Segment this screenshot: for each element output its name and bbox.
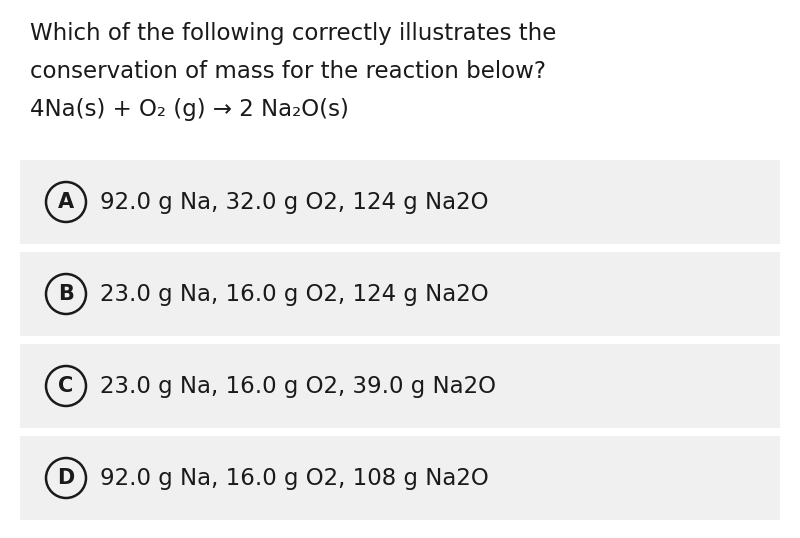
Text: A: A	[58, 192, 74, 212]
FancyBboxPatch shape	[20, 252, 780, 336]
FancyBboxPatch shape	[20, 344, 780, 428]
Text: 92.0 g Na, 32.0 g O2, 124 g Na2O: 92.0 g Na, 32.0 g O2, 124 g Na2O	[100, 190, 489, 214]
Text: B: B	[58, 284, 74, 304]
FancyBboxPatch shape	[20, 436, 780, 520]
Text: conservation of mass for the reaction below?: conservation of mass for the reaction be…	[30, 60, 546, 83]
Text: 23.0 g Na, 16.0 g O2, 39.0 g Na2O: 23.0 g Na, 16.0 g O2, 39.0 g Na2O	[100, 374, 496, 398]
Text: Which of the following correctly illustrates the: Which of the following correctly illustr…	[30, 22, 556, 45]
Text: C: C	[58, 376, 74, 396]
Text: 4Na(s) + O₂ (g) → 2 Na₂O(s): 4Na(s) + O₂ (g) → 2 Na₂O(s)	[30, 98, 349, 121]
Text: D: D	[58, 468, 74, 488]
Text: 23.0 g Na, 16.0 g O2, 124 g Na2O: 23.0 g Na, 16.0 g O2, 124 g Na2O	[100, 282, 489, 306]
FancyBboxPatch shape	[20, 160, 780, 244]
Text: 92.0 g Na, 16.0 g O2, 108 g Na2O: 92.0 g Na, 16.0 g O2, 108 g Na2O	[100, 466, 489, 490]
